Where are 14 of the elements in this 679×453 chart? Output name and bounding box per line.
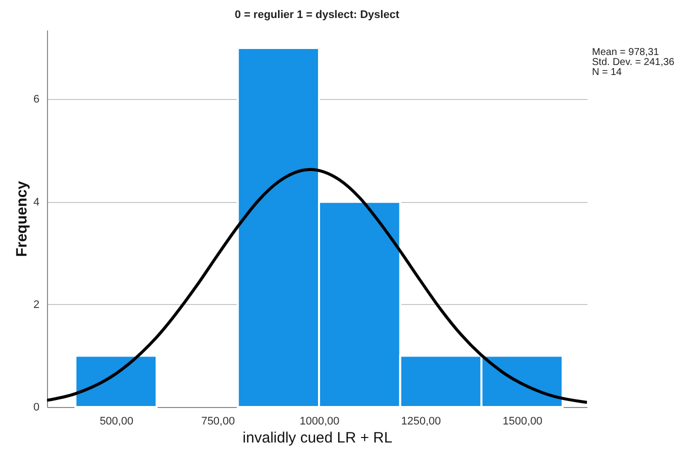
x-tick-label: 500,00 bbox=[100, 416, 134, 428]
x-tick-label: 750,00 bbox=[201, 416, 235, 428]
y-tick-label: 0 bbox=[33, 402, 40, 414]
x-tick-label: 1000,00 bbox=[300, 416, 340, 428]
line-series bbox=[47, 168, 587, 404]
x-tick-label: 1500,00 bbox=[502, 416, 542, 428]
x-axis-title: invalidly cued LR + RL bbox=[242, 430, 392, 446]
text: Mean = 978,31 Std. Dev. = 241,36 N = 14 bbox=[592, 47, 674, 78]
y-tick-label: 6 bbox=[33, 94, 40, 106]
y-tick-label: 4 bbox=[33, 196, 40, 208]
y-axis-title: Frequency bbox=[13, 180, 30, 257]
x-tick-label: 1250,00 bbox=[401, 416, 441, 428]
chart-title: 0 = regulier 1 = dyslect: Dyslect bbox=[234, 9, 400, 21]
y-tick-label: 2 bbox=[33, 298, 40, 311]
